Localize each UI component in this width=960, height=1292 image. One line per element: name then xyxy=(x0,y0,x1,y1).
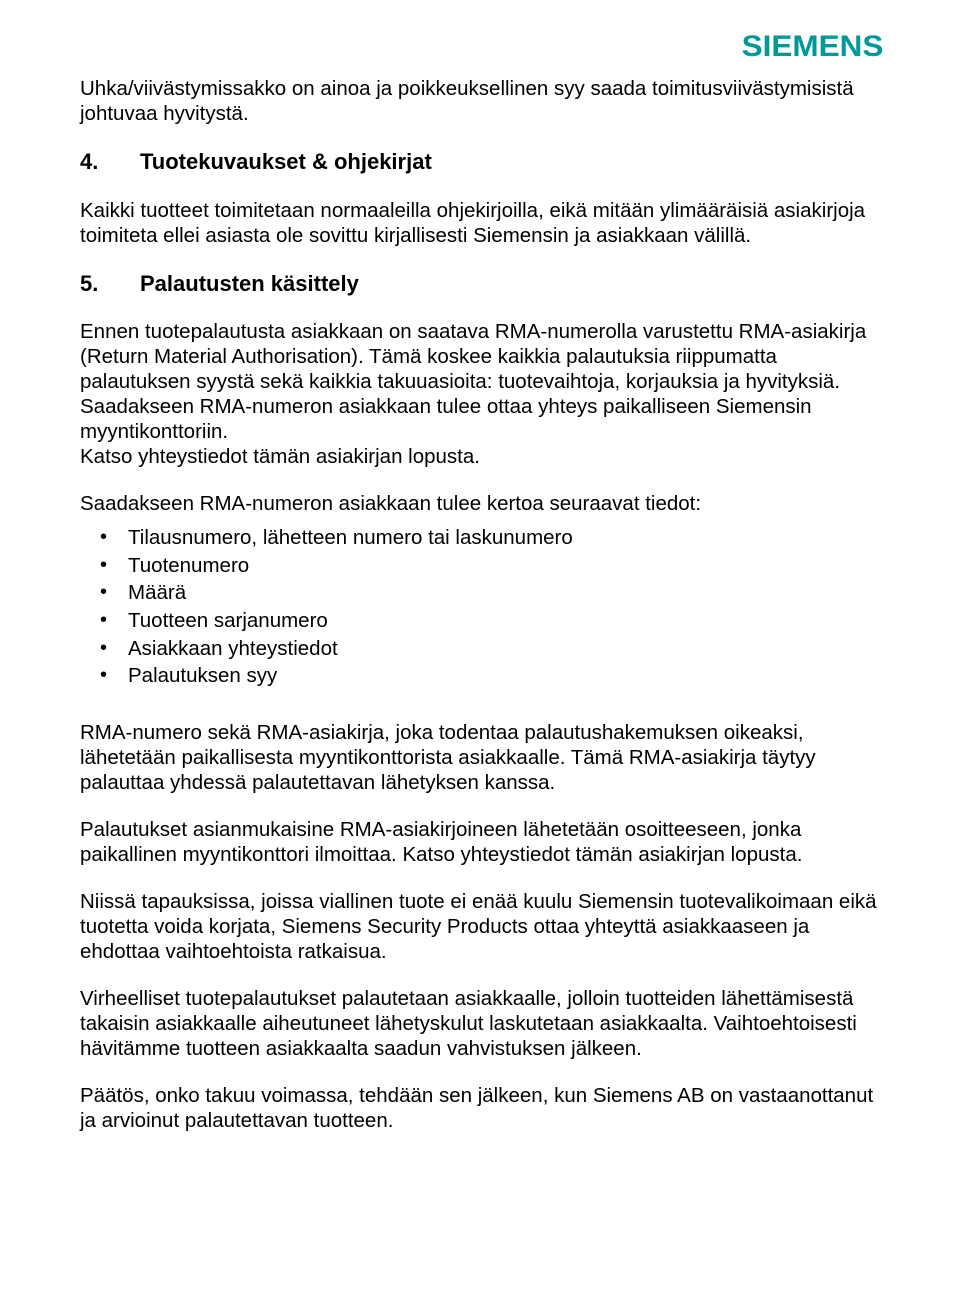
section-5-list-lead: Saadakseen RMA-numeron asiakkaan tulee k… xyxy=(80,491,880,516)
section-4-number: 4. xyxy=(80,148,140,176)
list-item: Tilausnumero, lähetteen numero tai lasku… xyxy=(128,524,880,552)
section-5-title: Palautusten käsittely xyxy=(140,270,359,298)
list-item: Tuotteen sarjanumero xyxy=(128,607,880,635)
list-item: Palautuksen syy xyxy=(128,662,880,690)
siemens-logo: SIEMENS xyxy=(742,30,884,64)
section-5-body-1: Ennen tuotepalautusta asiakkaan on saata… xyxy=(80,319,880,469)
header-row: SIEMENS xyxy=(80,30,880,64)
list-item: Määrä xyxy=(128,579,880,607)
section-5-after-2: Palautukset asianmukaisine RMA-asiakirjo… xyxy=(80,817,880,867)
list-item: Tuotenumero xyxy=(128,552,880,580)
section-5-after-4: Virheelliset tuotepalautukset palautetaa… xyxy=(80,986,880,1061)
section-5-after-5: Päätös, onko takuu voimassa, tehdään sen… xyxy=(80,1083,880,1133)
list-item: Asiakkaan yhteystiedot xyxy=(128,635,880,663)
section-5-after-1: RMA-numero sekä RMA-asiakirja, joka tode… xyxy=(80,720,880,795)
section-4-body: Kaikki tuotteet toimitetaan normaaleilla… xyxy=(80,198,880,248)
section-5-number: 5. xyxy=(80,270,140,298)
section-4-heading: 4. Tuotekuvaukset & ohjekirjat xyxy=(80,148,880,176)
section-5-heading: 5. Palautusten käsittely xyxy=(80,270,880,298)
section-5-after-3: Niissä tapauksissa, joissa viallinen tuo… xyxy=(80,889,880,964)
intro-paragraph: Uhka/viivästymissakko on ainoa ja poikke… xyxy=(80,76,880,126)
rma-required-info-list: Tilausnumero, lähetteen numero tai lasku… xyxy=(80,524,880,690)
section-4-title: Tuotekuvaukset & ohjekirjat xyxy=(140,148,432,176)
